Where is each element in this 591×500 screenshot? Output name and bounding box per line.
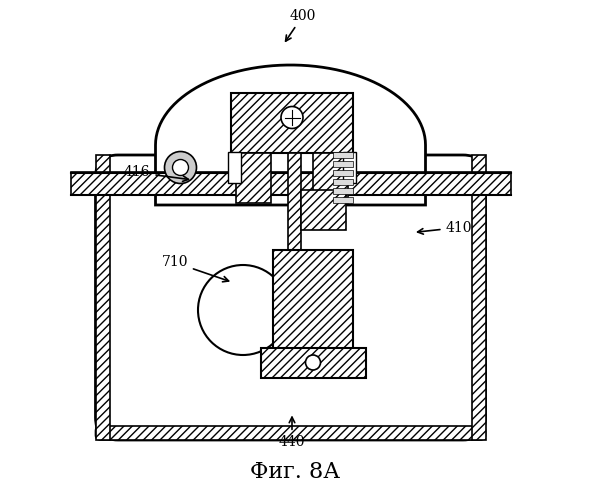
Text: 410: 410 <box>418 220 472 234</box>
Text: Фиг. 8А: Фиг. 8А <box>251 462 340 483</box>
Bar <box>333 170 353 175</box>
Circle shape <box>164 152 196 184</box>
Bar <box>472 155 485 440</box>
Bar <box>300 190 346 230</box>
Text: 440: 440 <box>279 417 305 449</box>
PathPatch shape <box>155 65 426 205</box>
Bar <box>343 152 356 182</box>
Text: 710: 710 <box>161 256 229 282</box>
FancyBboxPatch shape <box>96 155 485 440</box>
Circle shape <box>198 265 288 355</box>
Bar <box>288 152 300 310</box>
Bar <box>333 152 353 158</box>
Bar <box>70 172 511 195</box>
Bar <box>333 178 353 184</box>
Circle shape <box>173 160 189 176</box>
Bar <box>230 92 353 152</box>
Bar <box>313 152 348 202</box>
Bar <box>333 196 353 202</box>
FancyBboxPatch shape <box>96 426 485 440</box>
Circle shape <box>281 106 303 128</box>
Bar <box>333 160 353 166</box>
Circle shape <box>306 355 320 370</box>
Text: 416: 416 <box>124 166 189 182</box>
Text: 400: 400 <box>285 8 316 41</box>
Bar <box>235 152 271 202</box>
Bar <box>228 152 241 182</box>
Bar <box>273 250 353 350</box>
Bar <box>333 188 353 194</box>
Bar <box>261 348 365 378</box>
Bar <box>96 155 109 440</box>
